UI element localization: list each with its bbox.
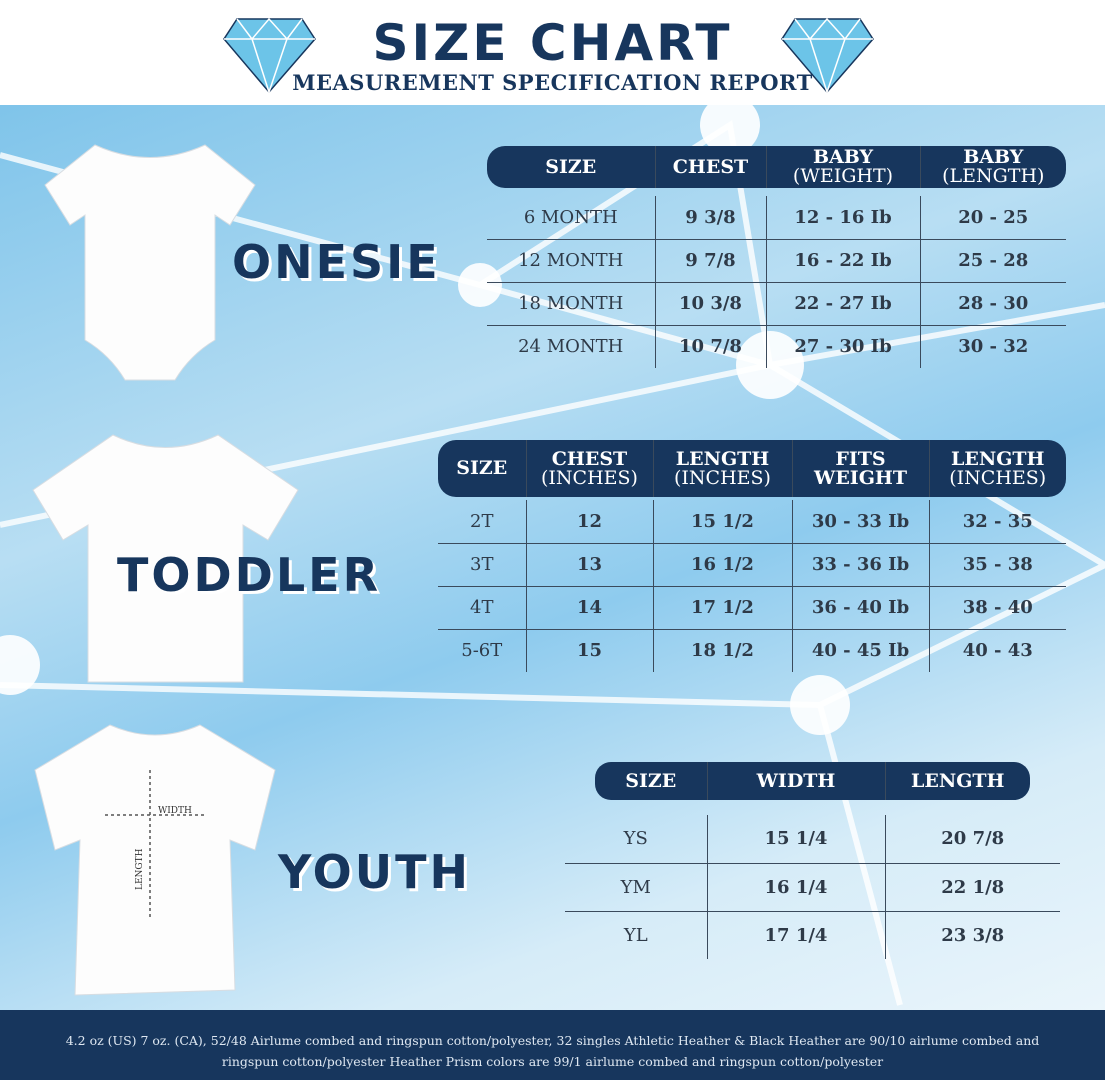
table-cell: 4T bbox=[438, 585, 526, 629]
column-header: SIZE bbox=[565, 762, 707, 800]
table-cell: 3T bbox=[438, 542, 526, 586]
table-cell: 10 7/8 bbox=[654, 324, 766, 368]
table-cell: 40 - 43 bbox=[928, 628, 1066, 672]
toddler-label: TODDLER bbox=[117, 548, 382, 602]
table-cell: 25 - 28 bbox=[919, 238, 1066, 282]
diamond-icon bbox=[781, 17, 874, 94]
table-row: 24 MONTH 10 7/8 27 - 30 Ib 30 - 32 bbox=[487, 324, 1066, 368]
column-header: SIZE bbox=[487, 146, 655, 188]
column-header: CHEST bbox=[654, 146, 766, 188]
column-header: WIDTH bbox=[706, 762, 885, 800]
table-cell: 30 - 32 bbox=[919, 324, 1066, 368]
column-header: LENGTH bbox=[884, 762, 1060, 800]
table-cell: 13 bbox=[525, 542, 653, 586]
length-label: LENGTH bbox=[135, 848, 145, 890]
table-cell: 40 - 45 Ib bbox=[791, 628, 929, 672]
column-header: BABY (WEIGHT) bbox=[765, 146, 920, 188]
table-cell: 16 1/4 bbox=[706, 862, 885, 911]
table-cell: 16 - 22 Ib bbox=[765, 238, 920, 282]
column-header: BABY (LENGTH) bbox=[919, 146, 1066, 188]
table-cell: 36 - 40 Ib bbox=[791, 585, 929, 629]
table-row: 4T 14 17 1/2 36 - 40 Ib 38 - 40 bbox=[438, 585, 1066, 629]
table-row: YL 17 1/4 23 3/8 bbox=[565, 910, 1060, 959]
table-cell: 24 MONTH bbox=[487, 324, 655, 368]
table-cell: 20 7/8 bbox=[884, 815, 1060, 863]
table-cell: 38 - 40 bbox=[928, 585, 1066, 629]
footer-fabric-info: 4.2 oz (US) 7 oz. (CA), 52/48 Airlume co… bbox=[0, 1010, 1105, 1080]
width-label: WIDTH bbox=[158, 806, 192, 816]
onesie-image bbox=[44, 144, 256, 381]
table-row: YM 16 1/4 22 1/8 bbox=[565, 862, 1060, 911]
table-cell: 10 3/8 bbox=[654, 281, 766, 325]
table-cell: 28 - 30 bbox=[919, 281, 1066, 325]
table-cell: 23 3/8 bbox=[884, 910, 1060, 959]
table-cell: YM bbox=[565, 862, 707, 911]
table-cell: 15 bbox=[525, 628, 653, 672]
table-cell: 22 1/8 bbox=[884, 862, 1060, 911]
youth-tshirt-image: WIDTH LENGTH bbox=[34, 724, 276, 996]
table-row: 12 MONTH 9 7/8 16 - 22 Ib 25 - 28 bbox=[487, 238, 1066, 282]
youth-label: YOUTH bbox=[278, 845, 472, 899]
table-cell: 2T bbox=[470, 510, 494, 532]
page-subtitle: MEASUREMENT SPECIFICATION REPORT bbox=[292, 70, 813, 95]
table-cell: 27 - 30 Ib bbox=[765, 324, 920, 368]
table-cell: 12 MONTH bbox=[487, 238, 655, 282]
table-cell: 14 bbox=[525, 585, 653, 629]
table-row: 3T 13 16 1/2 33 - 36 Ib 35 - 38 bbox=[438, 542, 1066, 586]
toddler-size-table: SIZE CHEST (INCHES) LENGTH (INCHES) FITS WE… bbox=[438, 440, 1066, 672]
diamond-icon bbox=[223, 17, 316, 94]
table-cell: 15 1/2 bbox=[652, 500, 792, 543]
onesie-label: ONESIE bbox=[232, 235, 441, 289]
table-cell: 17 1/4 bbox=[706, 910, 885, 959]
table-row: YS 15 1/4 20 7/8 bbox=[565, 815, 1060, 863]
table-cell: 15 1/4 bbox=[706, 815, 885, 863]
youth-size-table: SIZE WIDTH LENGTH YS 15 1/4 20 7/8 YM 16 1/4… bbox=[565, 762, 1060, 959]
column-header: SIZE bbox=[438, 440, 526, 497]
table-row: 6 MONTH 9 3/8 12 - 16 Ib 20 - 25 bbox=[487, 196, 1066, 239]
table-cell: 17 1/2 bbox=[652, 585, 792, 629]
toddler-tshirt-image bbox=[32, 434, 299, 683]
table-cell: 12 bbox=[525, 500, 653, 543]
column-header: CHEST (INCHES) bbox=[525, 440, 653, 497]
onesie-size-table: SIZE CHEST BABY (WEIGHT) BABY (LENGTH) 6 M… bbox=[487, 146, 1066, 368]
table-cell: 18 1/2 bbox=[652, 628, 792, 672]
table-cell: 16 1/2 bbox=[652, 542, 792, 586]
column-header: LENGTH (INCHES) bbox=[652, 440, 792, 497]
table-cell: 32 - 35 bbox=[928, 500, 1066, 543]
table-row: 18 MONTH 10 3/8 22 - 27 Ib 28 - 30 bbox=[487, 281, 1066, 325]
table-cell: 12 - 16 Ib bbox=[765, 196, 920, 239]
page-title: SIZE CHART bbox=[372, 14, 733, 72]
table-cell: 35 - 38 bbox=[928, 542, 1066, 586]
table-cell: 33 - 36 Ib bbox=[791, 542, 929, 586]
table-cell: YS bbox=[623, 828, 648, 850]
table-cell: 22 - 27 Ib bbox=[765, 281, 920, 325]
table-row: 2T 12 15 1/2 30 - 33 Ib 32 - 35 bbox=[438, 500, 1066, 543]
header: SIZE CHART MEASUREMENT SPECIFICATION REP… bbox=[0, 0, 1105, 105]
column-header: LENGTH (INCHES) bbox=[928, 440, 1066, 497]
table-cell: YL bbox=[565, 910, 707, 959]
table-cell: 6 MONTH bbox=[523, 206, 618, 228]
table-cell: 30 - 33 Ib bbox=[791, 500, 929, 543]
column-header: FITS WEIGHT bbox=[791, 440, 929, 497]
table-cell: 9 7/8 bbox=[654, 238, 766, 282]
table-cell: 18 MONTH bbox=[487, 281, 655, 325]
table-cell: 9 3/8 bbox=[654, 196, 766, 239]
table-cell: 20 - 25 bbox=[919, 196, 1066, 239]
table-cell: 5-6T bbox=[438, 628, 526, 672]
table-row: 5-6T 15 18 1/2 40 - 45 Ib 40 - 43 bbox=[438, 628, 1066, 672]
